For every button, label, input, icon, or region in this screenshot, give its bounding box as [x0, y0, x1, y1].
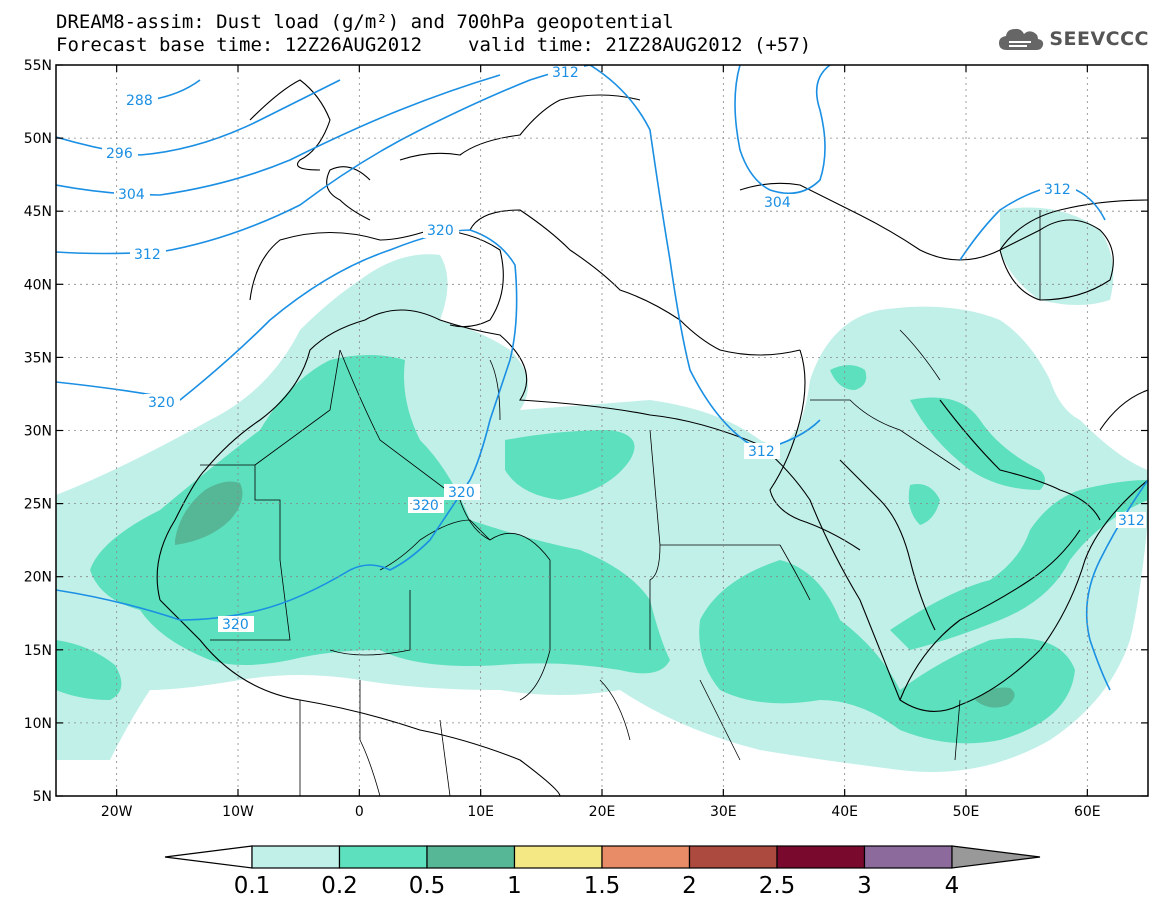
dust-shading-0.5	[175, 481, 1015, 708]
contour-label: 296	[106, 146, 133, 162]
lon-label: 30E	[710, 804, 737, 820]
colorbar-overflow	[951, 845, 1041, 869]
colorbar-label: 1.5	[584, 873, 621, 899]
seevccc-logo: SEEVCCC	[997, 26, 1149, 52]
colorbar-label: 2.5	[759, 873, 796, 899]
logo-text: SEEVCCC	[1049, 28, 1149, 50]
colorbar-segment	[776, 845, 866, 869]
cloud-icon	[999, 28, 1044, 50]
colorbar-segment	[338, 845, 428, 869]
lat-label: 45N	[24, 204, 52, 220]
lon-label: 20W	[101, 804, 133, 820]
map-title: DREAM8-assim: Dust load (g/m²) and 700hP…	[56, 11, 674, 33]
lat-label: 35N	[24, 350, 52, 366]
contour-label: 312	[552, 65, 579, 81]
colorbar-label: 4	[945, 873, 960, 899]
longitude-labels: 20W 10W 0 10E 20E 30E 40E 50E 60E	[101, 804, 1101, 820]
lat-label: 15N	[24, 643, 52, 659]
lat-label: 40N	[24, 277, 52, 293]
lat-label: 30N	[24, 424, 52, 440]
colorbar-label: 0.2	[321, 873, 358, 899]
colorbar-segment	[426, 845, 516, 869]
contour-labels: 288 296 304 312 320 320 320 320 320 312 …	[102, 65, 1146, 633]
coastlines	[156, 79, 1148, 796]
contour-label: 304	[118, 187, 145, 203]
lat-label: 10N	[24, 716, 52, 732]
lon-label: 60E	[1074, 804, 1101, 820]
colorbar-segment	[601, 845, 691, 869]
lat-label: 25N	[24, 497, 52, 513]
lat-label: 5N	[33, 789, 52, 805]
contour-label: 320	[222, 617, 249, 633]
axis-ticks	[56, 64, 1148, 797]
contour-label: 320	[412, 498, 439, 514]
lon-label: 10W	[222, 804, 254, 820]
colorbar-label: 0.5	[409, 873, 446, 899]
lon-label: 40E	[831, 804, 858, 820]
forecast-base-time: Forecast base time: 12Z26AUG2012	[56, 34, 423, 56]
contour-label: 304	[764, 195, 791, 211]
lon-label: 50E	[953, 804, 980, 820]
lat-label: 50N	[24, 131, 52, 147]
colorbar-segment	[688, 845, 778, 869]
colorbar-label: 3	[857, 873, 872, 899]
colorbar-label: 1	[507, 873, 522, 899]
contour-label: 312	[748, 444, 775, 460]
lat-label: 20N	[24, 570, 52, 586]
contour-label: 312	[1044, 182, 1071, 198]
colorbar-segment	[251, 845, 341, 869]
contour-label: 312	[134, 247, 161, 263]
colorbar-label: 2	[682, 873, 697, 899]
contour-label: 320	[448, 485, 475, 501]
map-subtitle: Forecast base time: 12Z26AUG2012 valid ti…	[56, 35, 811, 55]
contour-label: 312	[1118, 513, 1145, 529]
graticule	[56, 65, 1148, 796]
lon-label: 0	[355, 804, 364, 820]
colorbar-label: 0.1	[234, 873, 271, 899]
colorbar: 0.1 0.2 0.5 1 1.5 2 2.5 3 4	[164, 845, 1041, 899]
contour-label: 320	[427, 223, 454, 239]
valid-time: valid time: 21Z28AUG2012 (+57)	[468, 34, 812, 56]
contour-label: 320	[148, 395, 175, 411]
lon-label: 20E	[589, 804, 616, 820]
contour-label: 288	[126, 93, 153, 109]
latitude-labels: 55N 50N 45N 40N 35N 30N 25N 20N 15N 10N 5N	[24, 58, 52, 805]
lon-label: 10E	[467, 804, 494, 820]
colorbar-underflow	[164, 845, 253, 869]
colorbar-segment	[863, 845, 953, 869]
lat-label: 55N	[24, 58, 52, 74]
colorbar-segment	[513, 845, 603, 869]
